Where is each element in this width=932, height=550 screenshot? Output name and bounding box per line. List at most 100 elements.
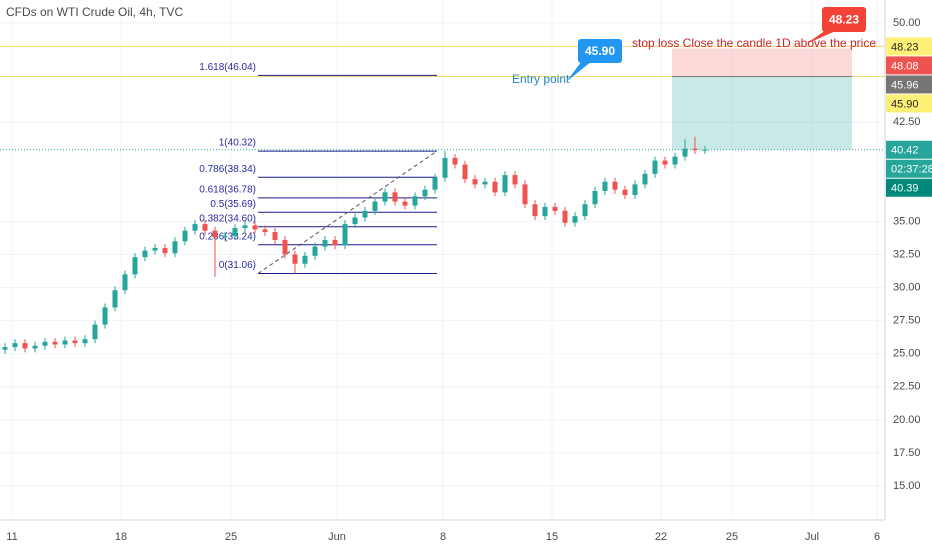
candle-body — [32, 345, 38, 349]
plot: 1.618(46.04) 1(40.32) 0.786(38.34) 0.618(36… — [0, 7, 885, 354]
price-badge-label: 40.39 — [891, 183, 919, 195]
candle-body — [562, 210, 568, 223]
candle-body — [612, 181, 618, 190]
x-tick-label: 18 — [115, 531, 127, 543]
candle-body — [82, 339, 88, 344]
y-tick-label: 42.50 — [893, 116, 921, 128]
x-tick-label: 11 — [6, 531, 17, 543]
candle-body — [622, 189, 628, 195]
candle-body — [382, 192, 388, 202]
candle-body — [422, 189, 428, 197]
stop-callout-box — [822, 7, 866, 32]
fib-label: 0.786(38.34) — [199, 164, 256, 175]
candle-body — [412, 196, 418, 206]
candle-body — [292, 254, 298, 264]
y-tick-label: 20.00 — [893, 414, 921, 426]
candle-body — [652, 160, 658, 174]
candle-body — [482, 181, 488, 185]
x-tick-label: 15 — [546, 531, 558, 543]
candle-body — [602, 181, 608, 192]
candle-body — [452, 157, 458, 165]
stop-callout-label: 48.23 — [829, 13, 859, 27]
candle-body — [52, 341, 58, 345]
x-tick-label: 25 — [225, 531, 237, 543]
price-badge — [886, 94, 932, 113]
x-tick-label: 6 — [874, 531, 880, 543]
price-badge — [886, 140, 932, 159]
candle-body — [192, 224, 198, 231]
candle-body — [512, 175, 518, 185]
entry-callout-label: 45.90 — [585, 44, 615, 58]
stop-text: stop loss Close the candle 1D above the … — [632, 36, 876, 50]
candle-body — [552, 206, 558, 211]
candle-body — [692, 148, 698, 151]
candle-body — [2, 347, 8, 350]
candle-body — [172, 241, 178, 254]
candle-body — [102, 307, 108, 325]
y-tick-label: 25.00 — [893, 348, 921, 360]
stop-callout-pointer — [806, 30, 838, 44]
candle-body — [272, 232, 278, 240]
candle-body — [402, 201, 408, 206]
candle-body — [12, 343, 18, 348]
fib-label: 1.618(46.04) — [199, 62, 256, 73]
candle-body — [472, 179, 478, 185]
x-tick-label: Jun — [328, 531, 346, 543]
candle-body — [462, 164, 468, 180]
candle-body — [362, 210, 368, 218]
fib-trend-line — [257, 150, 438, 274]
candle-body — [432, 177, 438, 190]
candle-body — [142, 250, 148, 258]
fib-label: 1(40.32) — [219, 138, 256, 149]
price-badge-label: 02:37:28 — [891, 164, 932, 176]
candle-body — [682, 148, 688, 157]
candle-body — [232, 228, 238, 236]
x-tick-label: Jul — [805, 531, 819, 543]
fib-label: 0(31.06) — [219, 260, 256, 271]
candle-body — [262, 229, 268, 233]
grid — [0, 0, 885, 520]
price-badge-label: 48.08 — [891, 60, 919, 72]
candle-body — [702, 149, 708, 151]
candle-body — [62, 340, 68, 345]
x-tick-label: 25 — [726, 531, 738, 543]
candle-body — [302, 255, 308, 264]
stop-zone — [672, 48, 852, 77]
candle-body — [592, 191, 598, 205]
candle-body — [672, 156, 678, 165]
target-zone — [672, 76, 852, 150]
candle-body — [632, 184, 638, 195]
candle-body — [122, 274, 128, 291]
candle-body — [212, 230, 218, 238]
candle-body — [342, 224, 348, 246]
x-tick-label: 8 — [440, 531, 446, 543]
candle-body — [42, 341, 48, 346]
price-badge-label: 45.96 — [891, 79, 919, 91]
candle-body — [182, 230, 188, 242]
x-tick-label: 22 — [655, 531, 667, 543]
candle-body — [312, 246, 318, 256]
price-badge-label: 45.90 — [891, 98, 919, 110]
price-badge-label: 48.23 — [891, 41, 919, 53]
candle-body — [22, 343, 28, 349]
price-badge — [886, 56, 932, 75]
candle-body — [442, 157, 448, 178]
y-tick-label: 35.00 — [893, 215, 921, 227]
fib-label: 0.236(33.24) — [199, 231, 256, 242]
candle-body — [572, 216, 578, 223]
candle-body — [242, 225, 248, 229]
candle-body — [582, 204, 588, 217]
chart-title: CFDs on WTI Crude Oil, 4h, TVC — [6, 5, 183, 19]
candle-body — [492, 181, 498, 193]
fib-label: 0.5(35.69) — [210, 199, 256, 210]
entry-callout-box — [578, 39, 622, 63]
fib-label: 0.382(34.60) — [199, 213, 256, 224]
candle-body — [662, 160, 668, 165]
candle-body — [322, 239, 328, 247]
candle-body — [72, 340, 78, 344]
candle-body — [392, 192, 398, 202]
candle-body — [112, 290, 118, 308]
y-tick-label: 15.00 — [893, 480, 921, 492]
candle-body — [92, 324, 98, 340]
y-tick-label: 30.00 — [893, 281, 921, 293]
